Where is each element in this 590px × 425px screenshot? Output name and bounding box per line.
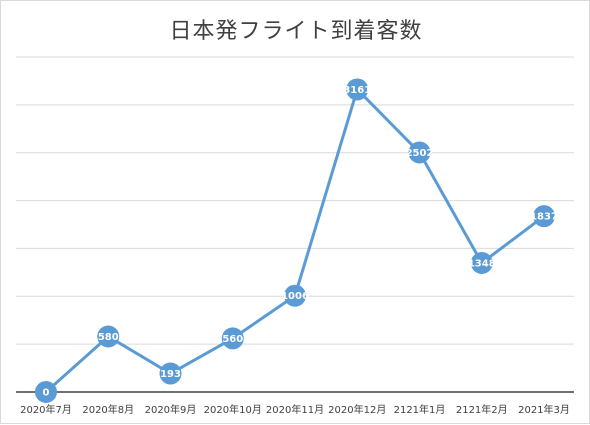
data-point-group: 1348 (468, 251, 496, 274)
data-label: 193 (160, 369, 181, 380)
data-label: 1006 (281, 291, 309, 302)
x-tick-label: 2121年2月 (456, 403, 508, 416)
data-point (284, 284, 306, 307)
data-label: 1837 (530, 212, 558, 223)
series-line (45, 87, 545, 394)
data-label: 580 (98, 332, 119, 343)
data-label: 3161 (343, 85, 371, 96)
x-tick-labels: 2020年7月 2020年8月 2020年9月 2020年10月 2020年11月 202… (20, 403, 570, 416)
data-point-group: 3161 (343, 78, 371, 101)
data-label: 560 (222, 334, 243, 345)
data-label: 0 (43, 388, 50, 399)
data-point (97, 325, 120, 348)
data-point (159, 362, 182, 385)
data-point (221, 327, 244, 350)
data-point (533, 205, 555, 228)
x-tick-label: 2020年10月 (204, 403, 262, 416)
x-tick-label: 2020年11月 (266, 403, 324, 416)
data-label: 1348 (468, 258, 496, 269)
x-tick-label: 2020年9月 (145, 403, 197, 416)
x-tick-label: 2121年1月 (394, 403, 446, 416)
data-point (35, 381, 57, 403)
data-point-group: 560 (221, 327, 244, 350)
chart-title: 日本発フライト到着客数 (169, 19, 423, 44)
x-tick-label: 2020年12月 (328, 403, 386, 416)
data-point-group: 2502 (406, 141, 434, 164)
data-point-group: 193 (159, 362, 182, 385)
data-point-group: 1837 (530, 205, 558, 228)
x-tick-label: 2020年7月 (20, 403, 72, 416)
x-tick-label: 2021年3月 (518, 403, 570, 416)
data-point (346, 78, 369, 101)
data-point-group: 1006 (281, 284, 309, 307)
x-tick-label: 2020年8月 (82, 403, 134, 416)
data-point (470, 251, 493, 274)
data-point (408, 141, 431, 164)
data-label: 2502 (406, 148, 434, 159)
data-point-group: 0 (35, 381, 57, 403)
series-line-layer (45, 87, 545, 394)
data-points: 0 580 193 560 1006 3161 2502 1348 1837 (35, 78, 558, 403)
data-point-group: 580 (97, 325, 120, 348)
